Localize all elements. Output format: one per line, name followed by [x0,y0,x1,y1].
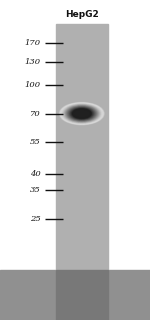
Bar [56,270,108,320]
Ellipse shape [67,106,96,121]
Text: 35: 35 [30,186,40,194]
Ellipse shape [63,104,100,123]
Ellipse shape [66,106,98,122]
Ellipse shape [64,105,100,123]
Ellipse shape [62,104,102,124]
Text: 70: 70 [30,109,40,117]
Ellipse shape [63,105,100,123]
Ellipse shape [71,108,92,119]
Ellipse shape [70,108,94,119]
Text: 40: 40 [30,170,40,179]
Text: 55: 55 [30,138,40,147]
Ellipse shape [65,105,98,122]
Ellipse shape [66,106,97,121]
Text: 100: 100 [24,81,40,89]
Ellipse shape [68,107,96,121]
Ellipse shape [64,105,99,122]
Ellipse shape [70,108,93,119]
Ellipse shape [72,109,92,118]
Ellipse shape [67,106,97,121]
Bar [56,24,108,270]
Ellipse shape [59,102,104,125]
Ellipse shape [71,108,93,119]
Ellipse shape [60,103,104,124]
Ellipse shape [61,103,102,124]
Ellipse shape [63,104,101,123]
Ellipse shape [61,103,103,124]
Bar [0,270,150,320]
Text: 130: 130 [24,58,40,66]
Text: HepG2: HepG2 [65,10,99,19]
Ellipse shape [69,108,94,120]
Ellipse shape [68,107,95,120]
Ellipse shape [65,105,99,122]
Ellipse shape [69,107,95,120]
Ellipse shape [73,109,91,118]
Text: 170: 170 [24,39,40,47]
Ellipse shape [60,103,103,124]
Ellipse shape [62,104,101,124]
Text: 25: 25 [30,215,40,223]
Ellipse shape [69,107,94,120]
Ellipse shape [72,109,91,118]
